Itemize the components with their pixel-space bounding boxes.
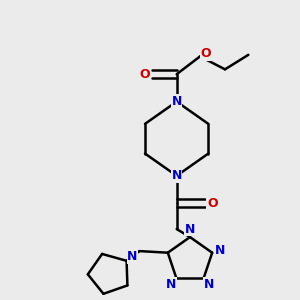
Text: N: N	[215, 244, 225, 257]
Text: N: N	[185, 223, 195, 236]
Text: O: O	[200, 47, 211, 60]
Text: N: N	[127, 250, 138, 263]
Text: N: N	[203, 278, 214, 291]
Text: N: N	[172, 169, 182, 182]
Text: N: N	[166, 278, 177, 291]
Text: O: O	[207, 197, 217, 210]
Text: N: N	[172, 95, 182, 108]
Text: O: O	[139, 68, 150, 81]
